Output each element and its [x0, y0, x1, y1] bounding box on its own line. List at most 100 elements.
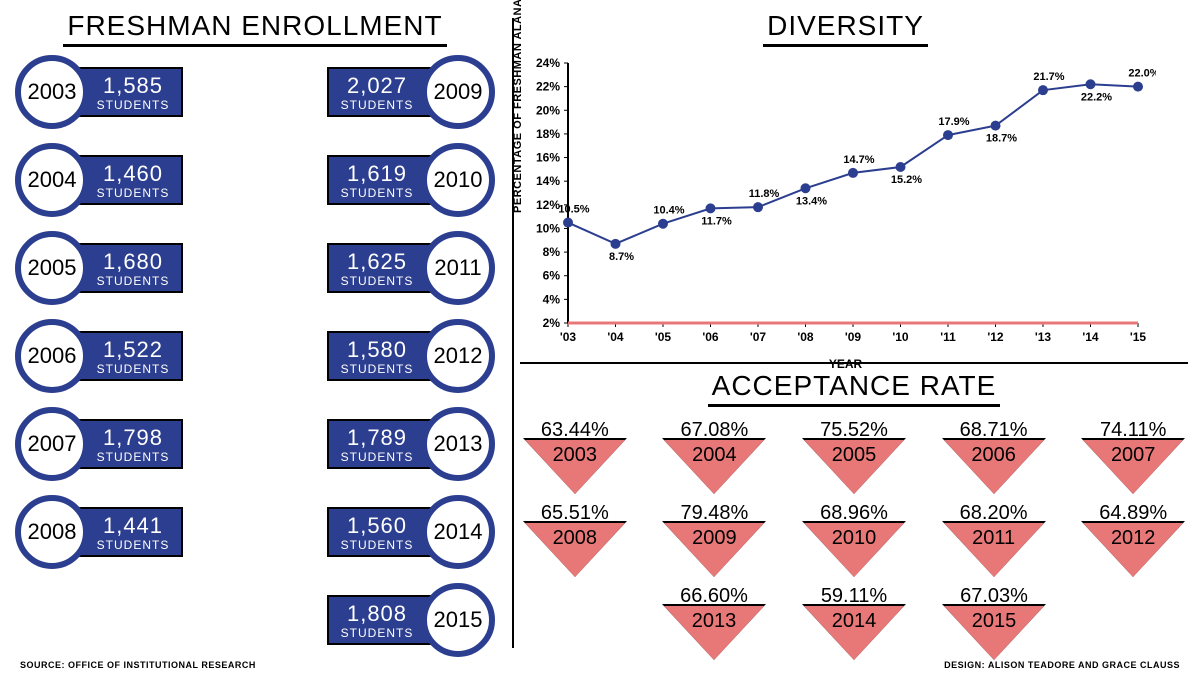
enrollment-year-circle: 2012	[421, 319, 495, 393]
acceptance-rate: 68.96%	[799, 502, 909, 525]
svg-text:15.2%: 15.2%	[891, 174, 922, 186]
svg-text:12%: 12%	[536, 198, 560, 212]
enrollment-item: 20141,560STUDENTS	[260, 493, 495, 571]
diversity-svg: 2%4%6%8%10%12%14%16%18%20%22%24%'03'04'0…	[516, 53, 1156, 363]
enrollment-year-circle: 2004	[15, 143, 89, 217]
acceptance-item: 67.08%2004	[660, 419, 770, 494]
svg-text:'10: '10	[892, 330, 909, 344]
enrollment-panel: FRESHMAN ENROLLMENT 20031,585STUDENTS200…	[0, 0, 510, 676]
svg-text:'08: '08	[797, 330, 814, 344]
enrollment-title: FRESHMAN ENROLLMENT	[63, 10, 446, 47]
enrollment-year-circle: 2003	[15, 55, 89, 129]
triangle-icon: 2011	[944, 523, 1044, 577]
enrollment-sublabel: STUDENTS	[339, 451, 415, 463]
design-label: DESIGN: ALISON TEADORE AND GRACE CLAUSS	[944, 660, 1180, 670]
enrollment-item: 20061,522STUDENTS	[15, 317, 250, 395]
enrollment-sublabel: STUDENTS	[339, 363, 415, 375]
acceptance-year: 2007	[1083, 444, 1183, 467]
enrollment-item: 2010 1,619 STUDENTS	[260, 141, 495, 219]
acceptance-rate: 65.51%	[520, 502, 630, 525]
enrollment-count: 1,619	[339, 163, 415, 185]
diversity-chart: PERCENTAGE OF FRESHMAN ALANA STUDENTS 2%…	[516, 53, 1175, 373]
acceptance-rate: 66.60%	[659, 585, 769, 608]
enrollment-item: 20111,625STUDENTS	[260, 229, 495, 307]
svg-text:10%: 10%	[536, 221, 560, 235]
svg-text:'12: '12	[987, 330, 1004, 344]
enrollment-sublabel: STUDENTS	[339, 187, 415, 199]
enrollment-item: 20041,460STUDENTS	[15, 141, 250, 219]
acceptance-rate: 75.52%	[799, 419, 909, 442]
enrollment-count: 1,580	[339, 339, 415, 361]
acceptance-title: ACCEPTANCE RATE	[708, 370, 1001, 407]
acceptance-item: 68.20%2011	[939, 502, 1049, 577]
enrollment-count: 1,585	[95, 75, 171, 97]
acceptance-year: 2015	[944, 610, 1044, 633]
svg-text:18%: 18%	[536, 127, 560, 141]
enrollment-count: 1,680	[95, 251, 171, 273]
enrollment-count-box: 1,441STUDENTS	[73, 507, 183, 557]
svg-text:'04: '04	[607, 330, 624, 344]
svg-text:'14: '14	[1082, 330, 1099, 344]
acceptance-rate: 68.20%	[939, 502, 1049, 525]
triangle-icon: 2015	[944, 606, 1044, 660]
triangle-icon: 2003	[525, 440, 625, 494]
svg-text:22.2%: 22.2%	[1081, 91, 1112, 103]
enrollment-count: 1,808	[339, 603, 415, 625]
svg-text:'11: '11	[940, 330, 956, 344]
acceptance-row: 63.44%2003 67.08%2004 75.52%2005 68.71%2006…	[520, 419, 1188, 494]
acceptance-item: 59.11%2014	[799, 585, 909, 660]
enrollment-sublabel: STUDENTS	[339, 627, 415, 639]
enrollment-item: 2003 1,585 STUDENTS	[15, 53, 250, 131]
triangle-icon: 2013	[664, 606, 764, 660]
acceptance-year: 2009	[664, 527, 764, 550]
enrollment-item: 20131,789STUDENTS	[260, 405, 495, 483]
enrollment-count: 1,460	[95, 163, 171, 185]
svg-text:10.5%: 10.5%	[558, 204, 589, 216]
enrollment-sublabel: STUDENTS	[339, 99, 415, 111]
acceptance-item: 68.71%2006	[939, 419, 1049, 494]
enrollment-year-circle: 2009	[421, 55, 495, 129]
enrollment-sublabel: STUDENTS	[95, 99, 171, 111]
acceptance-year: 2004	[664, 444, 764, 467]
acceptance-year: 2012	[1083, 527, 1183, 550]
acceptance-item: 64.89%2012	[1078, 502, 1188, 577]
triangle-icon: 2008	[525, 523, 625, 577]
acceptance-rate: 79.48%	[660, 502, 770, 525]
svg-text:4%: 4%	[543, 292, 561, 306]
acceptance-year: 2010	[804, 527, 904, 550]
acceptance-year: 2006	[944, 444, 1044, 467]
svg-text:11.8%: 11.8%	[749, 188, 780, 200]
svg-text:22.0%: 22.0%	[1128, 68, 1156, 80]
triangle-icon: 2004	[664, 440, 764, 494]
svg-text:8%: 8%	[543, 245, 561, 259]
triangle-icon: 2012	[1083, 523, 1183, 577]
enrollment-year-circle: 2006	[15, 319, 89, 393]
enrollment-count: 1,625	[339, 251, 415, 273]
enrollment-sublabel: STUDENTS	[339, 539, 415, 551]
triangle-icon: 2006	[944, 440, 1044, 494]
acceptance-item: 63.44%2003	[520, 419, 630, 494]
source-label: SOURCE: OFFICE OF INSTITUTIONAL RESEARCH	[20, 660, 256, 670]
svg-text:14%: 14%	[536, 174, 560, 188]
acceptance-rate: 67.03%	[939, 585, 1049, 608]
horizontal-divider	[520, 362, 1188, 364]
svg-text:20%: 20%	[536, 103, 560, 117]
acceptance-year: 2003	[525, 444, 625, 467]
enrollment-count: 1,789	[339, 427, 415, 449]
enrollment-year-circle: 2007	[15, 407, 89, 481]
acceptance-item: 67.03%2015	[939, 585, 1049, 660]
acceptance-year: 2005	[804, 444, 904, 467]
acceptance-rate: 68.71%	[939, 419, 1049, 442]
diversity-title: DIVERSITY	[763, 10, 928, 47]
enrollment-count: 1,441	[95, 515, 171, 537]
triangle-icon: 2005	[804, 440, 904, 494]
enrollment-year-circle: 2010	[421, 143, 495, 217]
enrollment-sublabel: STUDENTS	[95, 363, 171, 375]
enrollment-year-circle: 2014	[421, 495, 495, 569]
acceptance-year: 2008	[525, 527, 625, 550]
svg-text:'13: '13	[1035, 330, 1052, 344]
acceptance-year: 2011	[944, 527, 1044, 550]
svg-text:13.4%: 13.4%	[796, 195, 827, 207]
acceptance-panel: ACCEPTANCE RATE 63.44%2003 67.08%2004 75.5…	[520, 370, 1188, 668]
svg-text:16%: 16%	[536, 151, 560, 165]
